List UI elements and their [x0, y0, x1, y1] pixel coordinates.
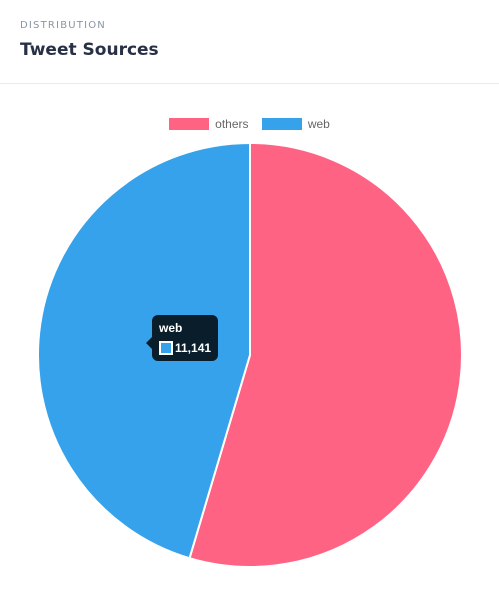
tooltip-swatch [159, 341, 173, 355]
chart-legend: others web [0, 117, 499, 133]
tooltip-title: web [159, 321, 183, 335]
legend-item-others[interactable]: others [169, 117, 249, 131]
legend-label-web: web [307, 117, 330, 131]
card-header: DISTRIBUTION Tweet Sources [0, 0, 499, 84]
section-eyebrow: DISTRIBUTION [20, 20, 106, 31]
tooltip-body: 11,141 [159, 341, 211, 355]
legend-item-web[interactable]: web [261, 117, 330, 131]
legend-swatch-web [261, 118, 302, 130]
legend-swatch-others [169, 118, 210, 130]
pie-slice-others[interactable] [188, 141, 463, 568]
card-title: Tweet Sources [20, 40, 159, 60]
tooltip-value: 11,141 [175, 341, 212, 355]
chart-tooltip: web 11,141 [145, 315, 219, 361]
pie-slice-web[interactable] [37, 141, 251, 560]
legend-label-others: others [215, 117, 249, 131]
